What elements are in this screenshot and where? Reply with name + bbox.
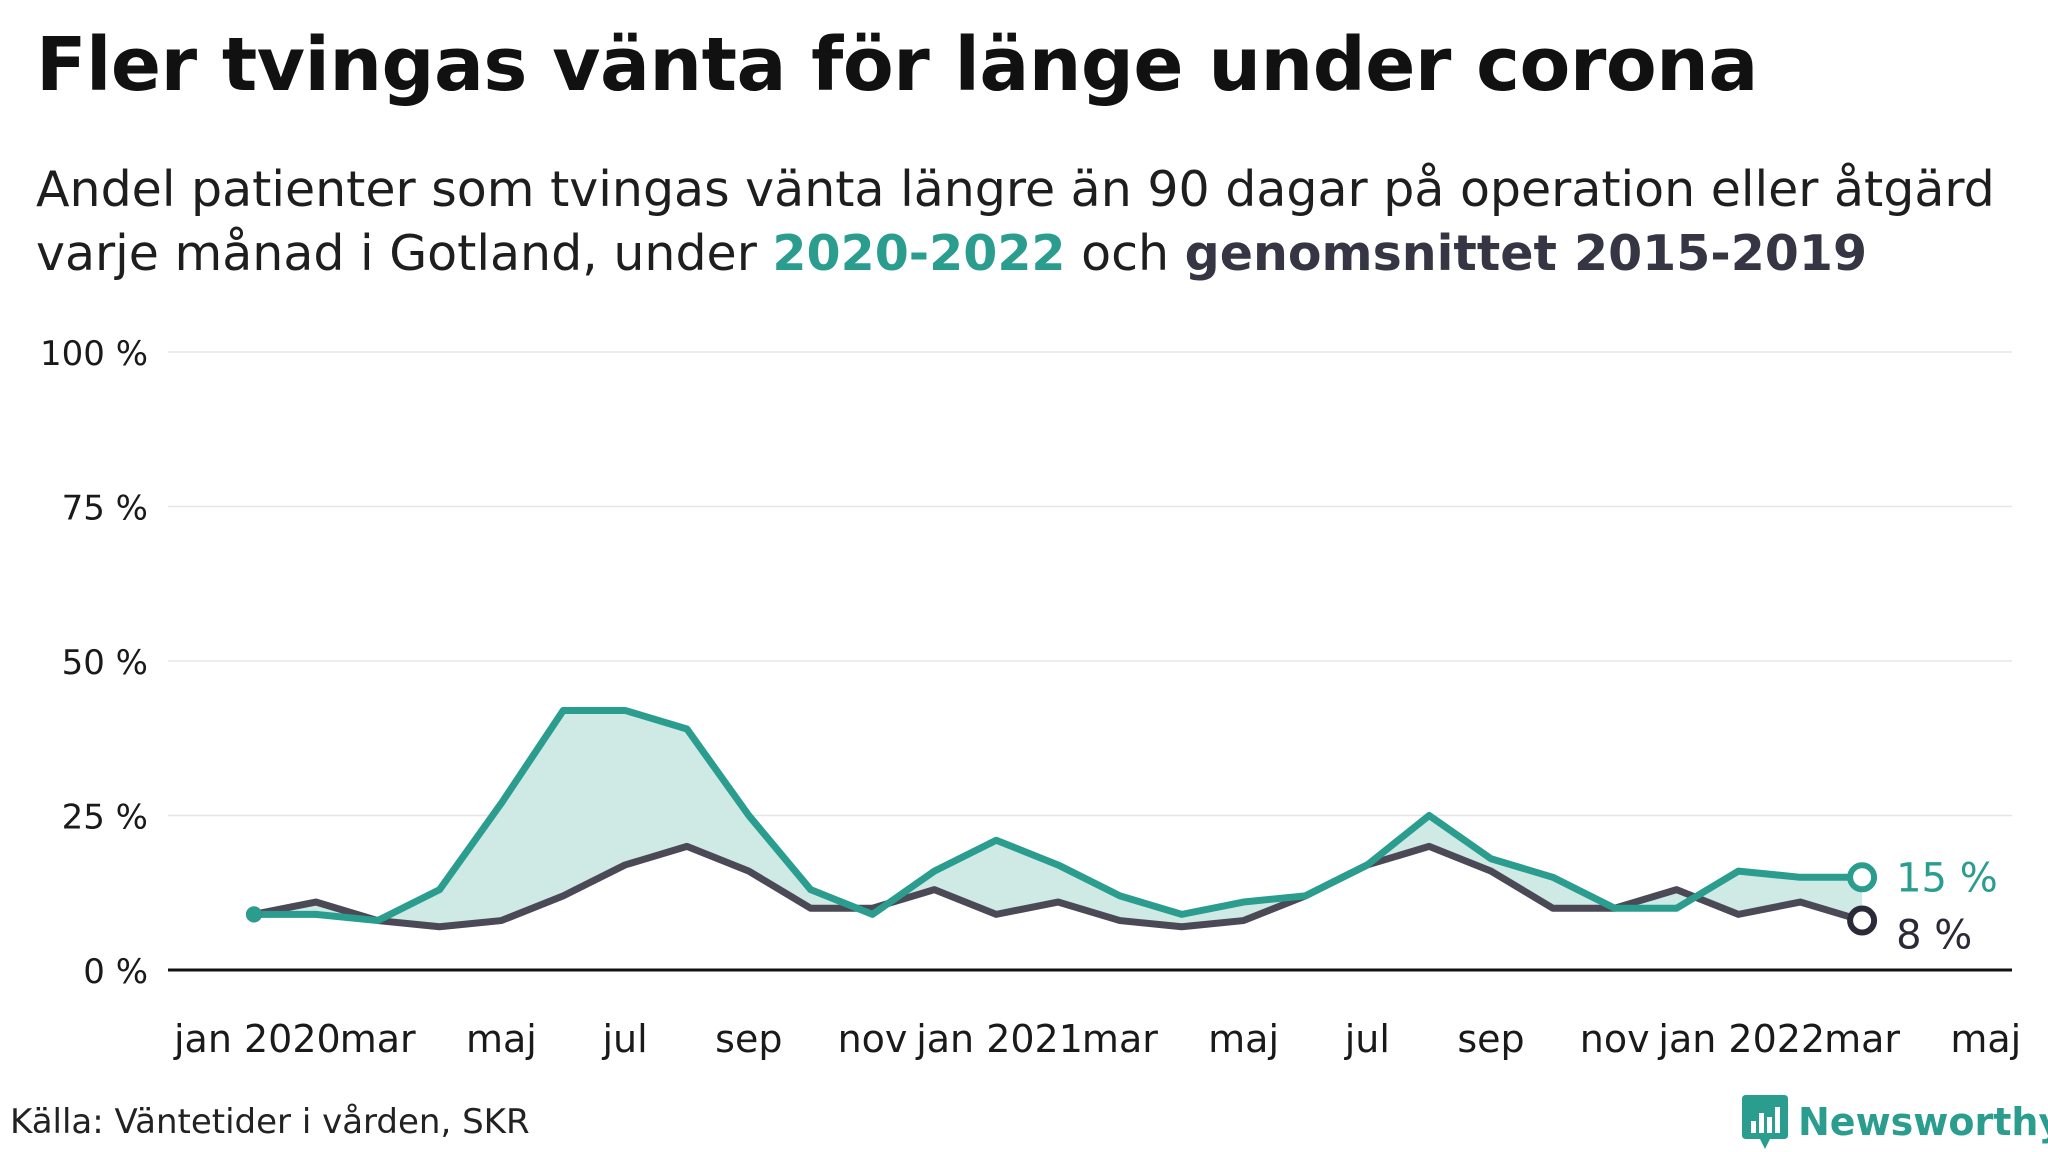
series-line-current [250,706,1866,925]
source-note: Källa: Väntetider i vården, SKR [10,1102,530,1142]
series-end-marker-current [1847,862,1878,893]
x-tick-label: maj [1950,1017,2021,1061]
x-tick-label: jul [601,1017,647,1061]
subtitle-line1: Andel patienter som tvingas vänta längre… [36,161,1995,218]
y-tick-label: 25 % [62,798,148,838]
subtitle-line2-prefix: varje månad i Gotland, under [36,225,773,282]
y-axis-labels: 0 % 25 % 50 % 75 % 100 % [40,334,148,992]
x-tick-label: mar [1082,1017,1158,1061]
x-tick-label: jul [1344,1017,1390,1061]
y-tick-label: 100 % [40,334,148,374]
newsworthy-logo: Newsworthy [1742,1094,2048,1150]
x-tick-label: sep [1457,1017,1524,1061]
y-tick-label: 0 % [83,952,148,992]
x-tick-label: maj [1208,1017,1279,1061]
subtitle-connector: och [1065,225,1185,282]
x-tick-label: jan 2021 [915,1017,1083,1061]
series-end-label-average: 8 % [1896,913,1972,959]
x-tick-label: jan 2022 [1657,1017,1825,1061]
series-end-label-current: 15 % [1896,855,1998,901]
x-tick-label: maj [466,1017,537,1061]
series-end-marker-average [1847,905,1878,936]
difference-area [254,710,1863,927]
series-line-average [250,842,1866,931]
x-axis-labels: jan 2020 mar maj jul sep nov jan 2021 mar maj jul… [173,1017,2021,1061]
bar-chart-icon [1742,1095,1788,1149]
subtitle-highlight-average: genomsnittet 2015-2019 [1184,225,1868,282]
x-tick-label: nov [838,1017,908,1061]
x-tick-label: sep [715,1017,782,1061]
y-tick-label: 75 % [62,489,148,529]
x-tick-label: jan 2020 [173,1017,341,1061]
subtitle-highlight-current: 2020-2022 [772,225,1066,282]
series-start-marker-current [246,906,262,923]
x-tick-label: mar [1824,1017,1900,1061]
chart-grid [168,351,2012,817]
x-tick-label: nov [1580,1017,1650,1061]
logo-name: Newsworthy [1798,1100,2048,1144]
y-tick-label: 50 % [62,643,148,683]
series-markers: 15 % 8 % [246,855,1998,959]
x-tick-label: mar [340,1017,416,1061]
chart-subtitle: Andel patienter som tvingas vänta längre… [36,158,1995,286]
chart-title: Fler tvingas vänta för länge under coron… [36,22,1758,108]
